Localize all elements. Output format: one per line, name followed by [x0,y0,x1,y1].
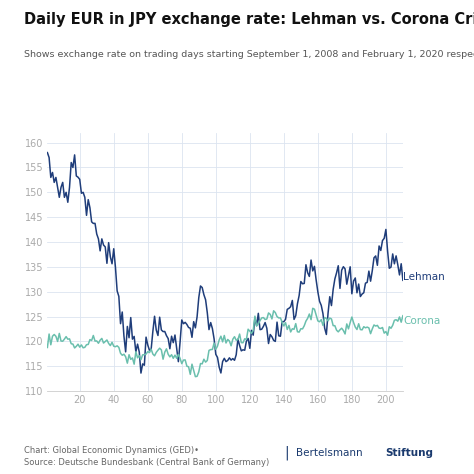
Text: Corona: Corona [403,317,440,327]
Text: |: | [284,446,289,460]
Text: Chart: Global Economic Dynamics (GED)•
Source: Deutsche Bundesbank (Central Bank: Chart: Global Economic Dynamics (GED)• S… [24,446,269,467]
Text: Daily EUR in JPY exchange rate: Lehman vs. Corona Crisis: Daily EUR in JPY exchange rate: Lehman v… [24,12,474,27]
Text: Bertelsmann: Bertelsmann [296,447,363,458]
Text: Stiftung: Stiftung [385,447,433,458]
Text: Lehman: Lehman [403,272,445,282]
Text: Shows exchange rate on trading days starting September 1, 2008 and February 1, 2: Shows exchange rate on trading days star… [24,50,474,59]
